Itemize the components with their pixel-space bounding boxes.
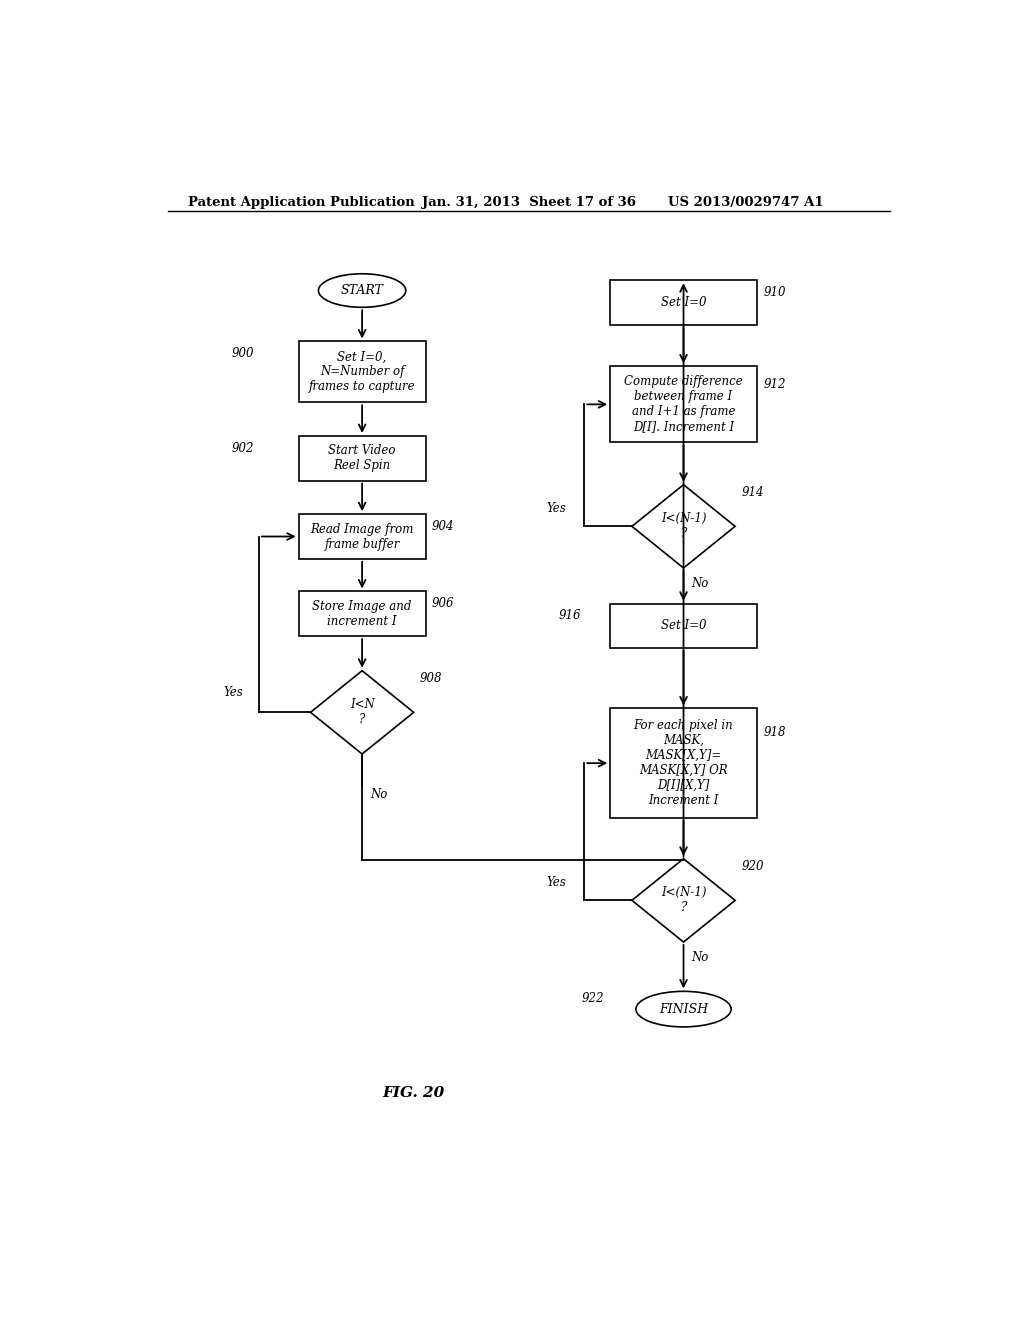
Text: 900: 900 [231,347,254,360]
Text: Patent Application Publication: Patent Application Publication [187,195,415,209]
FancyBboxPatch shape [299,515,426,558]
Text: 912: 912 [763,378,785,391]
FancyBboxPatch shape [299,342,426,403]
FancyBboxPatch shape [610,603,757,648]
Text: 906: 906 [432,597,455,610]
Text: 910: 910 [763,286,785,300]
Text: Set I=0,
N=Number of
frames to capture: Set I=0, N=Number of frames to capture [309,350,416,393]
Text: 922: 922 [582,993,604,1006]
Text: Yes: Yes [547,875,566,888]
Text: Set I=0: Set I=0 [660,296,707,309]
Text: Store Image and
increment I: Store Image and increment I [312,599,412,628]
Text: Yes: Yes [223,685,244,698]
Polygon shape [310,671,414,754]
Text: 902: 902 [231,442,254,454]
Text: Start Video
Reel Spin: Start Video Reel Spin [329,445,396,473]
Text: Jan. 31, 2013  Sheet 17 of 36: Jan. 31, 2013 Sheet 17 of 36 [422,195,636,209]
Text: No: No [691,950,709,964]
Polygon shape [632,859,735,942]
FancyBboxPatch shape [610,366,757,442]
Text: Compute difference
between frame I
and I+1 as frame
D[I]. Increment I: Compute difference between frame I and I… [625,375,742,433]
Text: I<N
?: I<N ? [350,698,375,726]
Text: START: START [341,284,384,297]
Text: 918: 918 [763,726,785,739]
Ellipse shape [318,273,406,308]
Polygon shape [632,484,735,568]
Text: FIG. 20: FIG. 20 [383,1086,444,1101]
Text: FINISH: FINISH [659,1003,708,1015]
Ellipse shape [636,991,731,1027]
Text: 914: 914 [741,486,764,499]
Text: Read Image from
frame buffer: Read Image from frame buffer [310,523,414,550]
Text: 920: 920 [741,861,764,874]
Text: No: No [370,788,387,801]
Text: 908: 908 [420,672,442,685]
FancyBboxPatch shape [299,591,426,636]
Text: Yes: Yes [547,502,566,515]
Text: I<(N-1)
?: I<(N-1) ? [660,886,707,915]
Text: US 2013/0029747 A1: US 2013/0029747 A1 [668,195,823,209]
FancyBboxPatch shape [610,709,757,818]
Text: Set I=0: Set I=0 [660,619,707,632]
FancyBboxPatch shape [610,280,757,325]
Text: I<(N-1)
?: I<(N-1) ? [660,512,707,540]
Text: No: No [691,577,709,590]
Text: For each pixel in
MASK,
MASK[X,Y]=
MASK[X,Y] OR
D[I][X,Y]
Increment I: For each pixel in MASK, MASK[X,Y]= MASK[… [634,719,733,807]
FancyBboxPatch shape [299,436,426,480]
Text: 904: 904 [432,520,455,533]
Text: 916: 916 [558,610,581,622]
